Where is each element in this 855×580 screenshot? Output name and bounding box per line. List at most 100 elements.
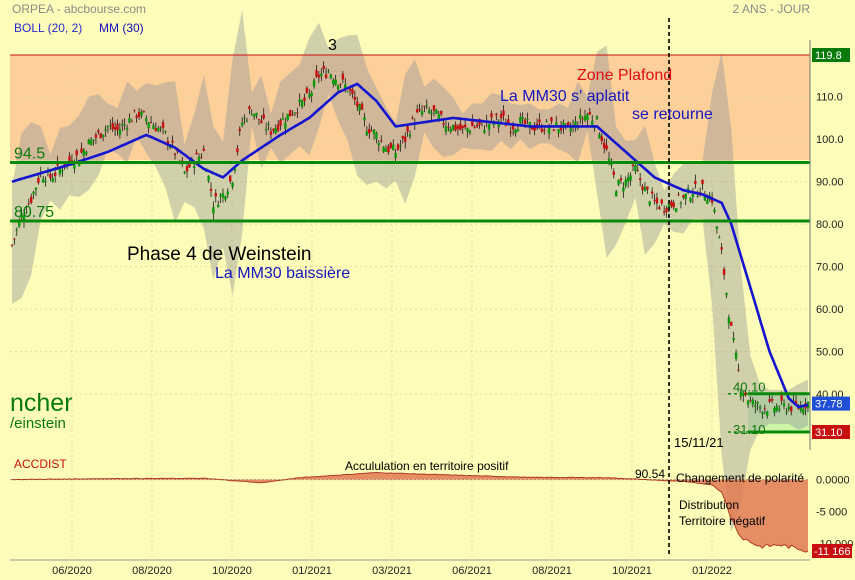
candle-body-78 [197,156,201,162]
x-tick-label-7: 10/2021 [612,565,652,577]
candle-body-34 [92,139,95,141]
candle-body-260 [634,165,637,172]
candle-body-145 [358,104,361,111]
candle-body-165 [406,126,409,132]
candle-body-323 [785,411,788,413]
x-tick-label-2: 10/2020 [212,565,252,577]
candle-body-90 [226,191,229,195]
candle-body-206 [504,125,508,127]
candle-body-66 [169,146,172,149]
candle-body-270 [658,207,661,209]
candle-body-129 [320,73,323,77]
y-tick-label-5: 60.00 [816,304,844,316]
candle-body-99 [248,106,251,110]
candle-body-300 [730,321,733,326]
candle-body-128 [317,74,321,78]
annotation-turns: se retourne [632,106,713,123]
candle-body-249 [607,158,611,163]
candle-body-50 [130,121,134,123]
x-tick-label-0: 06/2020 [52,565,92,577]
candle-body-284 [691,194,695,197]
candle-body-95 [238,128,241,131]
candle-body-309 [751,399,755,405]
candle-body-262 [638,178,642,181]
candle-body-109 [272,128,275,131]
candle-body-76 [193,166,196,169]
candle-body-88 [221,193,225,198]
chart-title: ORPEA - abcbourse.com [12,2,146,16]
candle-body-263 [641,186,644,191]
candle-body-253 [617,179,620,185]
candle-body-214 [523,119,527,124]
accdist-tick-label-0: 0.0000 [816,475,850,487]
candle-body-311 [756,401,759,404]
candle-body-295 [718,237,721,239]
candle-body-275 [670,200,673,207]
candle-body-330 [802,409,805,414]
level-lines: 94.5 80.75 40.10 31.10 [10,54,810,437]
candle-body-55 [142,110,146,112]
price-badge-1 [812,396,850,411]
candle-body-11 [37,177,40,183]
candle-body-254 [619,178,623,181]
candle-body-298 [725,293,728,296]
candle-body-60 [154,128,158,132]
accdist-panel: 0.0000-5 000-10 000-11 166 [10,471,853,558]
candle-body-245 [598,134,601,139]
candle-body-218 [533,127,536,131]
candle-body-210 [514,129,517,134]
range-zone [748,395,810,433]
candle-body-269 [655,197,659,204]
candle-body-329 [799,405,803,411]
candle-body-296 [720,247,723,250]
candle-body-215 [526,119,529,121]
candle-body-45 [118,129,122,135]
candle-body-267 [650,191,654,194]
candle-body-123 [305,87,309,93]
candle-body-280 [682,195,685,198]
candle-body-157 [387,146,390,153]
x-tick-label-6: 08/2021 [532,565,572,577]
candle-body-14 [44,181,47,183]
candle-body-3 [17,221,21,227]
candle-body-322 [782,403,786,406]
legend-boll: BOLL (20, 2) [14,21,82,35]
candle-body-134 [332,79,335,85]
candle-body-132 [327,71,330,73]
candle-body-43 [113,127,117,130]
candle-body-189 [463,124,467,128]
candle-body-257 [626,177,630,182]
candle-body-131 [324,74,328,79]
candle-body-74 [188,162,191,168]
candle-body-110 [274,127,277,134]
candle-body-108 [269,131,273,135]
candle-body-159 [392,144,395,151]
candle-body-98 [245,120,249,122]
candle-body-308 [749,400,752,402]
price-axis: 110.0100.090.0080.0070.0060.0050.0040.00… [809,40,850,450]
candle-body-324 [787,406,791,410]
candle-body-221 [540,128,544,132]
candle-body-80 [202,148,206,151]
candle-body-51 [133,109,136,111]
period-label: 2 ANS - JOUR [733,2,811,16]
legend-mm30: MM (30) [99,21,144,35]
candle-body-317 [770,398,774,401]
candle-body-301 [732,338,735,341]
candle-body-242 [591,120,594,125]
candle-body-105 [262,114,265,119]
bollinger-band-area [12,9,808,532]
candle-body-92 [231,182,234,188]
candle-body-186 [456,125,460,129]
candle-body-79 [200,157,203,158]
accdist-tick-label-1: -5 000 [816,507,847,519]
candle-body-27 [75,150,78,156]
candle-body-169 [415,109,419,113]
candle-body-173 [425,105,428,107]
level-label-3: 40.10 [733,380,766,395]
candle-body-36 [97,130,100,133]
candle-body-89 [224,196,227,200]
candle-body-106 [264,128,268,131]
